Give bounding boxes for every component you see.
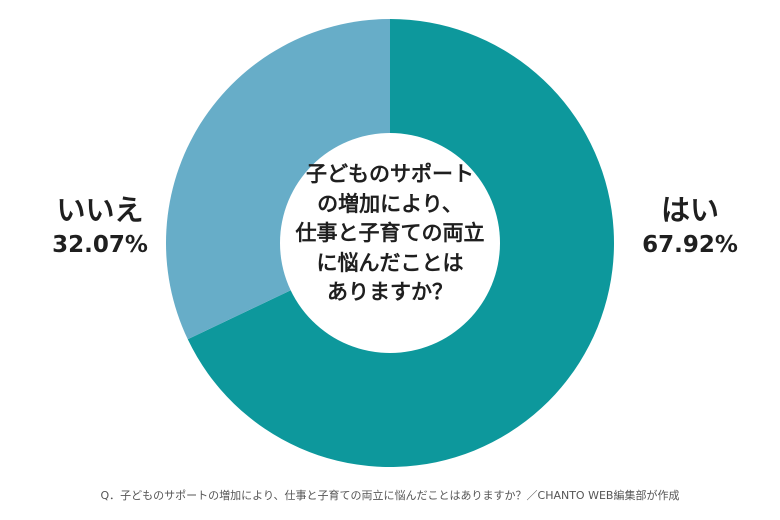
footnote: Q．子どものサポートの増加により、仕事と子育ての両立に悩んだことはありますか？／… bbox=[100, 489, 680, 502]
label-yes-percent: 67.92% bbox=[642, 232, 738, 258]
donut-hole bbox=[280, 133, 500, 353]
label-yes-name: はい bbox=[660, 193, 719, 227]
label-no: いいえ 32.07% bbox=[38, 192, 162, 262]
center-question: 子どものサポート の増加により、 仕事と子育ての両立 に悩んだことは ありますか… bbox=[285, 160, 495, 308]
label-yes: はい 67.92% bbox=[630, 192, 750, 262]
center-line: の増加により、 bbox=[317, 191, 463, 216]
center-line: 仕事と子育ての両立 bbox=[295, 221, 485, 245]
center-line: に悩んだことは bbox=[316, 250, 464, 275]
center-line: 子どものサポート bbox=[306, 162, 474, 186]
center-line: ありますか？ bbox=[327, 280, 453, 304]
label-no-name: いいえ bbox=[56, 193, 144, 227]
label-no-percent: 32.07% bbox=[52, 232, 148, 258]
